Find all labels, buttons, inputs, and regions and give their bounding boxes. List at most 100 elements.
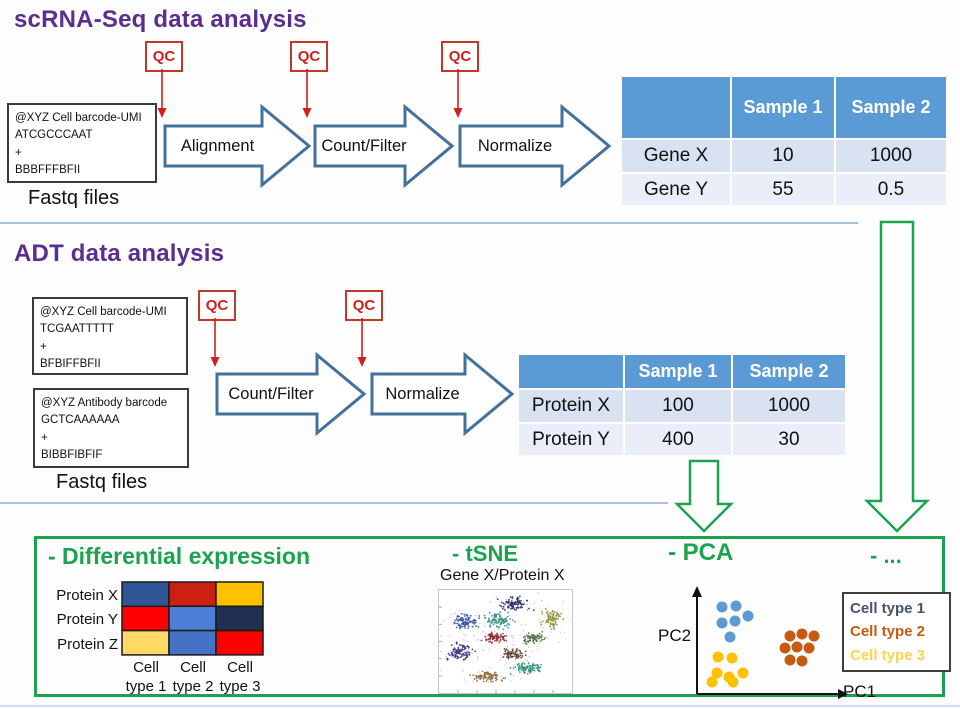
qc-label: QC xyxy=(352,297,376,314)
pca-legend: Cell type 1 Cell type 2 Cell type 3 xyxy=(842,592,951,672)
qc-down-arrow-icon xyxy=(157,69,167,118)
qc-label: QC xyxy=(297,48,321,65)
heatmap-col-label: Cell type 2 xyxy=(163,659,223,697)
fastq-line: BIBBFIBFIF xyxy=(41,448,103,461)
fastq-files-caption: Fastq files xyxy=(56,471,148,493)
gene-expression-table: Sample 1 Sample 2 Gene X 10 1000 Gene Y … xyxy=(620,75,948,207)
block-arrow-icon xyxy=(313,104,455,188)
flow-step-label: Count/Filter xyxy=(228,384,314,403)
flow-step-label: Count/Filter xyxy=(321,136,407,155)
fastq-line: + xyxy=(41,431,48,444)
qc-down-arrow-icon xyxy=(210,318,220,367)
protein-expression-table: Sample 1 Sample 2 Protein X 100 1000 Pro… xyxy=(517,353,847,457)
flow-arrow-normalize: Normalize xyxy=(370,352,515,436)
value-cell: 0.5 xyxy=(836,174,946,205)
tsne-title: - tSNE xyxy=(452,541,518,566)
flow-arrow-alignment: Alignment xyxy=(163,104,312,188)
qc-label: QC xyxy=(448,48,472,65)
block-arrow-icon xyxy=(370,352,515,436)
heatmap-col-label-line: Cell xyxy=(180,659,206,676)
value-cell: 400 xyxy=(625,424,731,455)
flow-arrow-normalize: Normalize xyxy=(458,104,612,188)
flow-step-label: Normalize xyxy=(385,384,460,403)
fastq-line: BBBFFFBFII xyxy=(15,163,81,176)
heatmap-row-label: Protein Y xyxy=(56,611,118,628)
table-header-cell: Sample 1 xyxy=(732,77,834,138)
fastq-file-box: @XYZ Cell barcode-UMI ATCGCCCAAT + BBBFF… xyxy=(7,103,157,183)
fastq-line: BFBIFFBFII xyxy=(40,357,101,370)
pca-x-axis-label: PC1 xyxy=(843,682,877,701)
block-arrow-icon xyxy=(458,104,612,188)
qc-label: QC xyxy=(152,48,176,65)
fastq-line: GCTCAAAAAA xyxy=(41,414,120,427)
fastq-line: @XYZ Antibody barcode xyxy=(41,397,168,409)
qc-box: QC xyxy=(441,41,479,72)
table-row: Gene Y 55 0.5 xyxy=(622,174,946,205)
scrna-section-title: scRNA-Seq data analysis xyxy=(14,6,307,33)
bottom-divider xyxy=(0,705,960,707)
section-divider xyxy=(0,502,668,504)
adt-section-title: ADT data analysis xyxy=(14,240,225,267)
qc-down-arrow-icon xyxy=(302,69,312,118)
table-row: Protein Y 400 30 xyxy=(519,424,845,455)
value-cell: 30 xyxy=(733,424,845,455)
block-arrow-icon xyxy=(215,352,367,436)
more-analyses-label: - ... xyxy=(870,543,902,568)
expression-heatmap xyxy=(121,581,264,656)
flow-arrow-count-filter: Count/Filter xyxy=(215,352,367,436)
table-row: Protein X 100 1000 xyxy=(519,390,845,422)
pca-y-axis-label: PC2 xyxy=(658,626,692,645)
qc-down-arrow-icon xyxy=(357,318,367,367)
row-label-cell: Protein X xyxy=(519,390,623,422)
fastq-line: @XYZ Cell barcode-UMI xyxy=(40,306,167,318)
heatmap-col-label-line: type 1 xyxy=(125,677,167,695)
fastq-line: + xyxy=(40,340,47,353)
pca-title: - PCA xyxy=(668,539,734,566)
fastq-line: + xyxy=(15,146,22,159)
fastq-line: ATCGCCCAAT xyxy=(15,129,93,142)
fastq-line: TCGAATTTTT xyxy=(40,323,114,336)
heatmap-col-label-line: type 2 xyxy=(172,677,214,695)
tsne-scatter xyxy=(434,592,571,693)
row-label-cell: Gene X xyxy=(622,140,730,172)
green-long-down-arrow-icon xyxy=(863,220,931,533)
heatmap-col-label: Cell type 3 xyxy=(210,659,270,697)
heatmap-col-label: Cell type 1 xyxy=(116,659,176,697)
pca-plot xyxy=(692,586,848,699)
row-label-cell: Protein Y xyxy=(519,424,623,455)
table-header-cell xyxy=(622,77,730,138)
flow-arrow-count-filter: Count/Filter xyxy=(313,104,455,188)
heatmap-col-label-line: type 3 xyxy=(219,677,261,695)
tsne-plot xyxy=(434,589,573,694)
heatmap-row-label: Protein Z xyxy=(57,636,118,653)
qc-box: QC xyxy=(145,41,183,72)
table-row: Gene X 10 1000 xyxy=(622,140,946,172)
qc-label: QC xyxy=(205,297,229,314)
tsne-subtitle: Gene X/Protein X xyxy=(440,567,565,584)
section-divider xyxy=(0,222,858,224)
flow-step-label: Alignment xyxy=(180,136,255,155)
fastq-file-box: @XYZ Cell barcode-UMI TCGAATTTTT + BFBIF… xyxy=(32,297,188,375)
qc-box: QC xyxy=(290,41,328,72)
value-cell: 55 xyxy=(732,174,834,205)
green-short-down-arrow-icon xyxy=(673,459,735,533)
table-header-cell: Sample 2 xyxy=(733,355,845,388)
qc-down-arrow-icon xyxy=(453,69,463,118)
table-header-cell: Sample 1 xyxy=(625,355,731,388)
value-cell: 100 xyxy=(625,390,731,422)
legend-item: Cell type 1 xyxy=(850,600,926,617)
flow-step-label: Normalize xyxy=(477,136,553,155)
legend-item: Cell type 3 xyxy=(850,646,926,664)
value-cell: 1000 xyxy=(733,390,845,422)
legend-item: Cell type 2 xyxy=(850,623,926,641)
block-arrow-icon xyxy=(163,104,312,188)
table-header-row: Sample 1 Sample 2 xyxy=(519,355,845,388)
table-header-row: Sample 1 Sample 2 xyxy=(622,77,946,138)
fastq-line: @XYZ Cell barcode-UMI xyxy=(15,112,142,124)
heatmap-col-label-line: Cell xyxy=(133,659,159,676)
table-header-cell: Sample 2 xyxy=(836,77,946,138)
table-header-cell xyxy=(519,355,623,388)
fastq-file-box: @XYZ Antibody barcode GCTCAAAAAA + BIBBF… xyxy=(33,388,189,468)
row-label-cell: Gene Y xyxy=(622,174,730,205)
